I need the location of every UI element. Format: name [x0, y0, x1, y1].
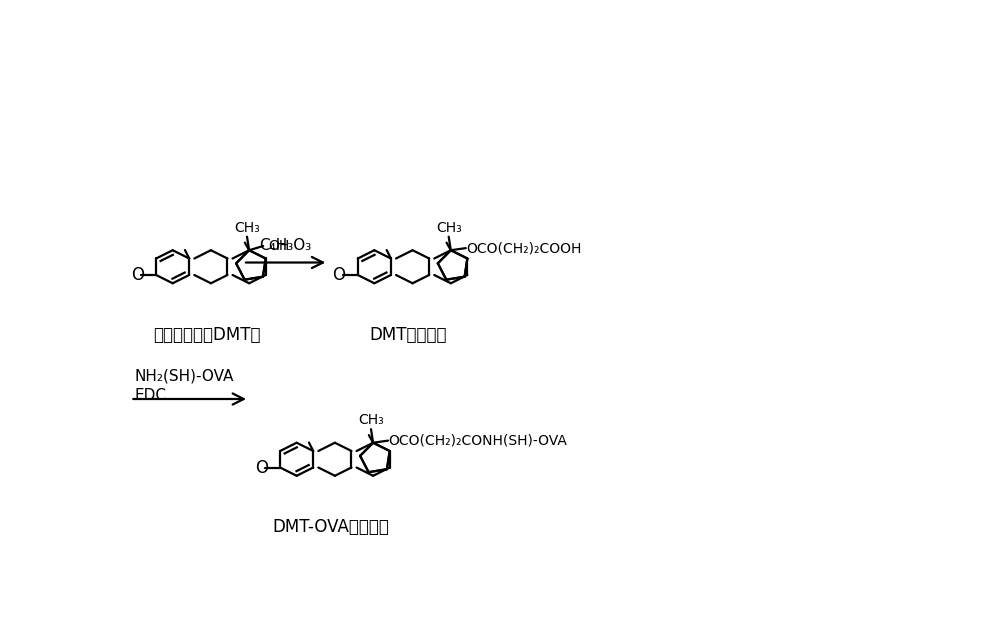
- Text: O: O: [333, 266, 346, 284]
- Text: CH₃: CH₃: [234, 221, 260, 235]
- Text: EDC: EDC: [134, 388, 166, 403]
- Text: CH₃: CH₃: [358, 413, 384, 428]
- Text: NH₂(SH)-OVA: NH₂(SH)-OVA: [134, 369, 234, 384]
- Text: CH₃: CH₃: [436, 221, 462, 235]
- Text: C₄H₃O₃: C₄H₃O₃: [259, 238, 312, 253]
- Text: DMT-OVA包被抗原: DMT-OVA包被抗原: [272, 518, 389, 536]
- Text: O: O: [255, 459, 268, 476]
- Text: OCO(CH₂)₂COOH: OCO(CH₂)₂COOH: [466, 241, 582, 255]
- Text: OCO(CH₂)₂CONH(SH)-OVA: OCO(CH₂)₂CONH(SH)-OVA: [388, 433, 567, 448]
- Text: DMT琥珀酸酯: DMT琥珀酸酯: [370, 326, 447, 344]
- Text: O: O: [131, 266, 144, 284]
- Text: 去氪甲睾酸（DMT）: 去氪甲睾酸（DMT）: [153, 326, 261, 344]
- Text: OH: OH: [269, 239, 290, 253]
